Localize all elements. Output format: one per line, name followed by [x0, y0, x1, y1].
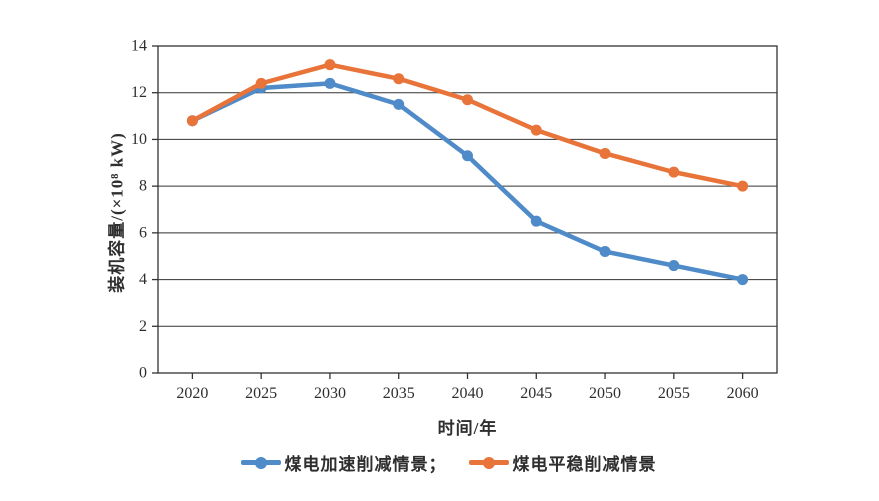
data-point-accelerated-reduction: [530, 215, 542, 227]
data-point-steady-reduction: [668, 166, 680, 178]
legend-item-steady-scenario: 煤电平稳削减情景: [468, 450, 657, 475]
y-tick-label: 14: [131, 38, 147, 55]
y-tick-label: 8: [139, 178, 147, 195]
legend-item-accelerated-scenario: 煤电加速削减情景；: [240, 450, 447, 475]
legend-line-marker-blue: [240, 456, 281, 469]
x-tick-label: 2060: [727, 385, 759, 402]
data-point-accelerated-reduction: [324, 77, 336, 89]
data-point-steady-reduction: [737, 180, 749, 192]
y-tick-label: 6: [139, 224, 147, 241]
y-axis-title: 装机容量/(×10⁸ kW): [107, 132, 127, 293]
x-tick-label: 2045: [520, 385, 552, 402]
series-line-steady-reduction: [190, 62, 745, 189]
data-point-steady-reduction: [462, 94, 473, 106]
data-point-steady-reduction: [324, 59, 336, 71]
data-point-steady-reduction: [186, 115, 198, 127]
legend-label-accelerated-scenario: 煤电加速削减情景；: [284, 455, 447, 474]
data-point-accelerated-reduction: [462, 150, 473, 162]
data-point-steady-reduction: [393, 73, 405, 85]
y-tick-label: 10: [131, 131, 147, 148]
data-point-accelerated-reduction: [737, 274, 749, 286]
x-tick-label: 2040: [452, 385, 484, 402]
y-tick-label: 2: [139, 318, 147, 335]
chart-legend: 煤电加速削减情景； 煤电平稳削减情景: [0, 450, 879, 475]
legend-label-steady-scenario: 煤电平稳削减情景: [512, 455, 657, 474]
y-tick-label: 0: [139, 365, 147, 382]
legend-dot-blue: [254, 456, 267, 469]
y-tick-label: 12: [131, 84, 147, 101]
x-axis-title: 时间/年: [437, 419, 498, 438]
series-line-accelerated-reduction: [190, 81, 745, 282]
data-point-steady-reduction: [599, 147, 611, 159]
x-tick-label: 2050: [589, 385, 621, 402]
x-tick-label: 2035: [383, 385, 415, 402]
data-point-accelerated-reduction: [393, 98, 405, 110]
data-point-steady-reduction: [255, 77, 267, 89]
data-point-accelerated-reduction: [668, 260, 680, 272]
data-point-accelerated-reduction: [599, 246, 611, 258]
data-point-steady-reduction: [530, 124, 542, 136]
legend-line-marker-orange: [468, 456, 509, 469]
x-tick-label: 2030: [314, 385, 346, 402]
x-tick-label: 2055: [658, 385, 690, 402]
x-tick-label: 2025: [245, 385, 277, 402]
legend-dot-orange: [482, 456, 495, 469]
y-tick-label: 4: [139, 271, 147, 288]
x-tick-label: 2020: [176, 385, 208, 402]
